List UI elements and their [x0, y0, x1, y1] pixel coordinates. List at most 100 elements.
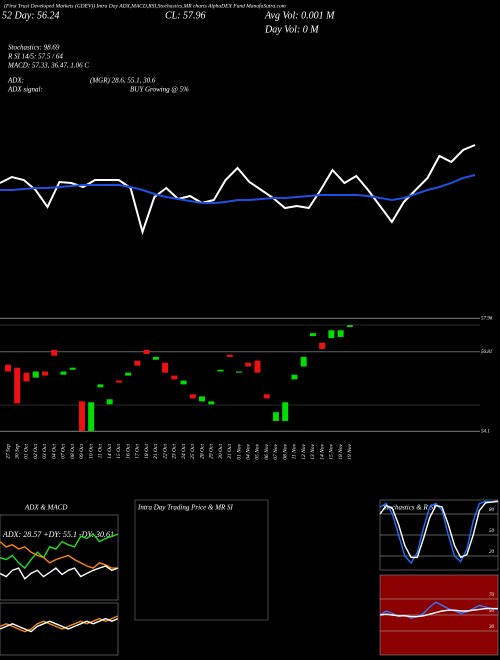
panel-border: [379, 499, 499, 571]
candle: [300, 356, 307, 367]
adx-signal: ADX signal:: [7, 86, 43, 94]
y-tick-label: 70: [489, 593, 495, 598]
x-tick-label: 08 Oct: [70, 444, 76, 459]
candle: [291, 374, 298, 380]
y-tick-label: 50: [489, 609, 495, 614]
x-tick-label: 04 Nov: [245, 443, 252, 459]
x-tick-label: 18 Oct: [144, 444, 150, 459]
y-tick-label: 56.81: [481, 350, 492, 355]
candle: [217, 369, 224, 372]
candle: [180, 380, 187, 385]
series-line: [0, 533, 119, 570]
candle: [14, 367, 21, 404]
candle: [125, 372, 132, 376]
x-tick-label: 18 Nov: [338, 443, 344, 459]
y-tick-label: 20: [489, 550, 495, 555]
x-tick-label: 08 Nov: [282, 443, 288, 459]
candle: [162, 362, 169, 373]
panel-subtitle: ADX: 28.57 +DY: 55.1 -DY: 30.61: [2, 530, 114, 539]
series-line: [0, 615, 119, 633]
x-tick-label: 11 Nov: [292, 443, 298, 459]
y-tick-label: 54.1: [481, 429, 490, 434]
y-tick-label: 50: [489, 529, 495, 534]
candle: [106, 399, 113, 405]
x-tick-label: 23 Oct: [172, 444, 178, 459]
macd: MACD: 57.33, 36.47, 1.06 C: [7, 62, 89, 70]
candle: [5, 364, 11, 372]
x-tick-label: 30 Sep: [15, 444, 21, 460]
x-tick-label: 25 Oct: [190, 444, 196, 459]
x-tick-label: 03 Oct: [42, 444, 48, 459]
x-tick-label: 24 Oct: [180, 444, 187, 459]
panel-title: Stochastics & R SI: [383, 504, 436, 512]
x-tick-label: 29 Oct: [209, 444, 215, 459]
close: CL: 57.96: [165, 10, 206, 21]
candle: [51, 349, 58, 356]
x-tick-label: 16 Oct: [125, 444, 131, 459]
series-line: [0, 174, 476, 204]
candle: [60, 371, 67, 375]
adx: ADX:: [7, 77, 24, 85]
panel-border: [0, 602, 119, 656]
candle: [319, 342, 326, 349]
candle: [226, 354, 233, 357]
x-tick-label: 02 Oct: [33, 444, 39, 459]
y-tick-label: 80: [489, 508, 495, 513]
panel-border: [0, 514, 119, 601]
candle: [245, 362, 252, 367]
candle: [152, 356, 159, 360]
candle: [23, 372, 30, 382]
series-line: [379, 607, 498, 618]
series-line: [0, 617, 119, 633]
x-tick-label: 01 Oct: [24, 444, 30, 459]
candle: [236, 371, 242, 373]
x-tick-label: 31 Oct: [227, 444, 233, 460]
x-tick-label: 27 Sep: [5, 444, 11, 459]
day-range: 52 Day: 56.24: [2, 10, 60, 21]
x-tick-label: 09 Oct: [79, 444, 85, 459]
candle: [171, 375, 178, 380]
x-tick-label: 14 Oct: [106, 444, 113, 459]
candle: [143, 349, 150, 354]
x-tick-label: 12 Nov: [301, 443, 307, 459]
candle: [337, 330, 344, 337]
x-tick-label: 10 Oct: [88, 444, 94, 459]
y-tick-label: 57.96: [481, 316, 493, 321]
x-tick-label: 04 Oct: [50, 444, 57, 459]
panel-title: ADX & MACD: [24, 504, 67, 512]
candle: [263, 394, 270, 399]
x-tick-label: 06 Nov: [264, 443, 270, 459]
x-tick-label: 07 Nov: [273, 443, 279, 459]
x-tick-label: 21 Oct: [153, 444, 159, 459]
adx-values: (MGR) 28.6, 55.1, 30.6: [90, 77, 156, 85]
candle: [97, 384, 104, 388]
candle: [88, 402, 95, 431]
x-tick-label: 14 Nov: [318, 443, 325, 459]
x-tick-label: 15 Nov: [329, 443, 335, 459]
candle: [346, 325, 353, 328]
panel-title: Intra Day Trading Price & MR SI: [137, 504, 234, 512]
top-line: (First Trust Developed Markets (GDEV)) I…: [4, 2, 286, 9]
x-tick-label: 13 Nov: [310, 443, 316, 459]
x-tick-label: 30 Oct: [218, 444, 224, 460]
candle: [115, 380, 122, 383]
x-tick-label: 11 Oct: [98, 444, 104, 459]
stochastics: Stochastics: 98.69: [8, 44, 60, 52]
panel-border: [134, 499, 269, 621]
x-tick-label: 01 Nov: [236, 443, 242, 459]
x-tick-label: 28 Oct: [199, 444, 205, 459]
candle: [134, 360, 141, 366]
y-tick-label: 30: [489, 625, 495, 630]
adx-signal-value: BUY Growing @ 5%: [130, 86, 189, 94]
x-tick-label: 07 Oct: [61, 444, 67, 459]
candle: [199, 396, 206, 402]
candle: [32, 371, 39, 378]
x-tick-label: 15 Oct: [116, 444, 122, 459]
candle: [254, 360, 261, 373]
candle: [78, 401, 85, 431]
series-line: [0, 541, 118, 569]
candle: [282, 402, 289, 421]
rsi: R SI 14/5: 57.5 / 64: [7, 53, 63, 61]
